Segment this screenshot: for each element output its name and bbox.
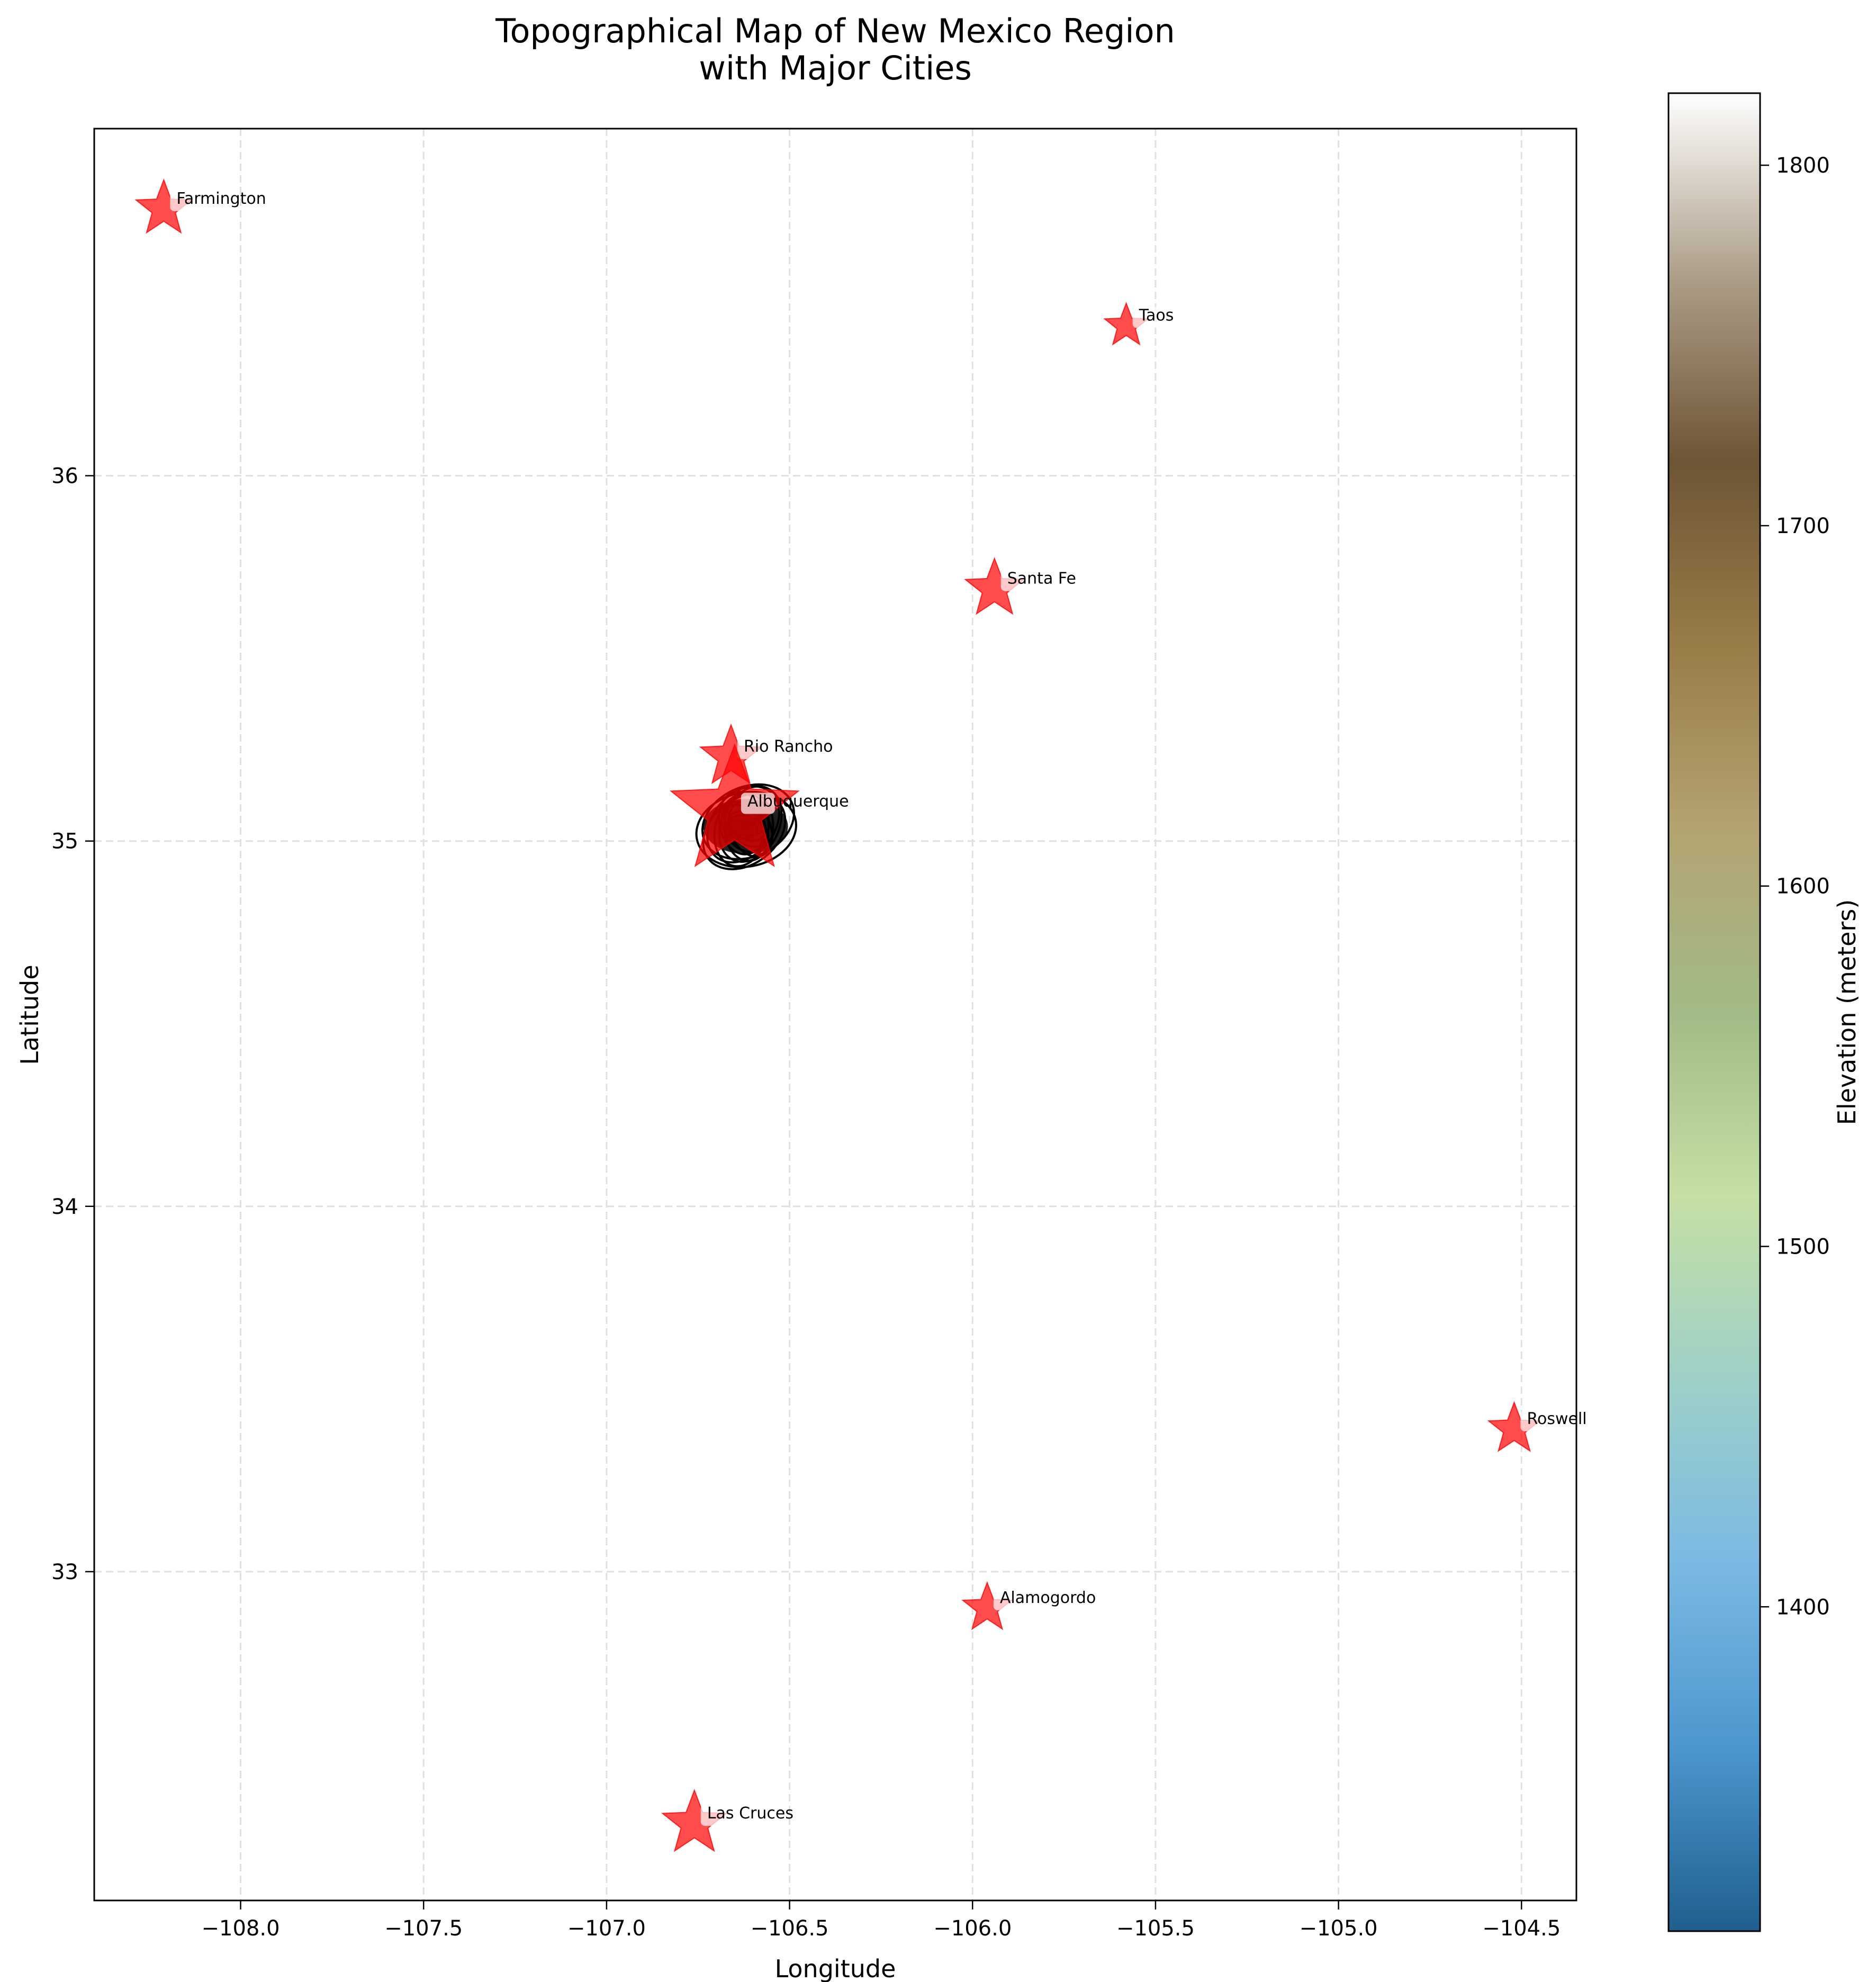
y-axis-ticks: 33 34 35 36 [51,464,94,1584]
x-tick-label: −105.5 [1116,1916,1195,1941]
city-label-box [1000,570,1035,591]
colorbar-tick-label: 1700 [1776,514,1830,538]
city-taos: Taos [1103,301,1174,346]
city-label-box [170,190,204,211]
colorbar-tick-label: 1500 [1776,1235,1830,1259]
x-tick-label: −107.5 [384,1916,463,1941]
city-las-cruces: Las Cruces [661,1788,793,1852]
grid-lines [94,129,1576,1900]
city-label: Rio Rancho [744,737,833,756]
city-label: Farmington [176,190,266,208]
x-tick-label: −106.5 [751,1916,829,1941]
y-axis-label: Latitude [15,965,44,1065]
city-santa-fe: Santa Fe [964,556,1076,615]
colorbar-gradient [1667,92,1761,1932]
city-alamogordo: Alamogordo [961,1581,1096,1630]
y-tick-label: 34 [51,1195,78,1219]
plot-frame [93,128,1577,1902]
y-tick-label: 33 [51,1560,78,1584]
colorbar-label: Elevation (meters) [1833,899,1861,1125]
city-label: Las Cruces [707,1804,793,1823]
chart-title: Topographical Map of New Mexico Region wi… [495,12,1175,87]
city-label: Alamogordo [1000,1589,1096,1607]
city-label-box [700,1805,735,1826]
plot-background [94,129,1576,1900]
x-tick-label: −105.0 [1300,1916,1378,1941]
x-tick-label: −106.0 [933,1916,1012,1941]
x-tick-label: −108.0 [202,1916,280,1941]
city-label-box [1132,307,1167,328]
city-albuquerque: Albuquerque [669,743,849,868]
x-axis-label: Longitude [775,1954,896,1982]
colorbar-tick-label: 1400 [1776,1595,1830,1619]
city-label-box [737,737,771,759]
y-tick-label: 35 [51,830,78,854]
city-label: Taos [1139,307,1174,325]
city-label: Albuquerque [747,792,849,810]
x-tick-label: −107.0 [567,1916,646,1941]
city-farmington: Farmington [134,178,266,234]
x-tick-label: −104.5 [1482,1916,1561,1941]
y-tick-label: 36 [51,464,78,489]
x-axis-ticks: −108.0 −107.5 −107.0 −106.5 −106.0 −105.5 −105… [202,1900,1561,1941]
chart-title-line: with Major Cities [699,49,972,87]
colorbar: 1400 1500 1600 1700 1800 Elevation (meters) [1667,92,1861,1932]
chart-title-line: Topographical Map of New Mexico Region [495,12,1175,50]
city-markers: Farmington Taos Santa Fe Rio Rancho Albuquer… [134,178,1587,1852]
colorbar-tick-label: 1800 [1776,154,1830,178]
plot-area: Farmington Taos Santa Fe Rio Rancho Albuquer… [51,128,1587,1941]
city-label-box [993,1589,1027,1610]
city-label: Roswell [1527,1410,1586,1428]
city-star-marker [669,743,800,868]
city-label-box [1520,1410,1555,1431]
colorbar-ticks: 1400 1500 1600 1700 1800 [1760,154,1830,1619]
city-label: Santa Fe [1007,570,1076,588]
colorbar-tick-label: 1600 [1776,875,1830,899]
city-label-box [741,792,775,814]
